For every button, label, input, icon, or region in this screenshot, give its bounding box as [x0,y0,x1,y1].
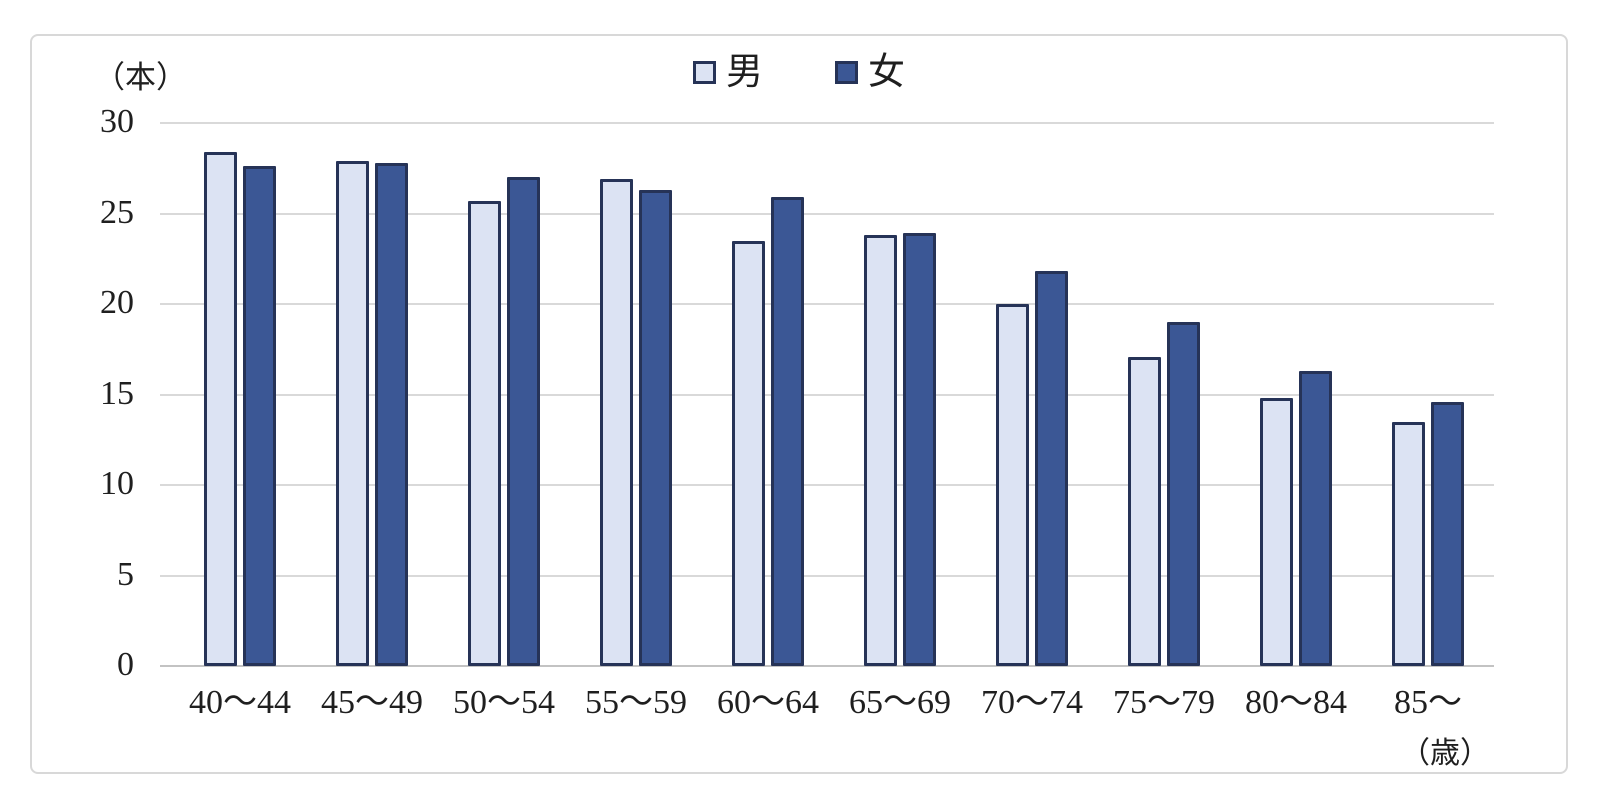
chart-frame: （本） 男 女 0 5 10 15 20 25 30 40～44 45～49 50～54 55～5… [30,34,1568,774]
legend-item-female: 女 [835,54,905,91]
gridline [160,574,1494,577]
bar-male-65～69 [864,235,897,666]
bar-female-65～69 [903,233,936,666]
bar-group-60～64 [702,123,834,666]
x-category-label: 50～54 [453,684,555,721]
gridline [160,122,1494,124]
bar-group-50～54 [438,123,570,666]
y-axis-tick-label: 10 [100,465,134,503]
bar-male-70～74 [996,304,1029,666]
bar-female-40～44 [243,166,276,666]
gridline [160,484,1494,487]
y-axis-tick-label: 20 [100,284,134,322]
x-category-label: 80～84 [1245,684,1347,721]
y-axis-tick-label: 15 [100,374,134,412]
legend-swatch-female [835,61,858,84]
x-category-label: 75～79 [1113,684,1215,721]
bar-female-80～84 [1299,370,1332,666]
legend-item-male: 男 [693,54,763,91]
x-category-label: 85～ [1394,684,1462,721]
bar-male-40～44 [204,151,237,666]
bar-male-60～64 [732,240,765,666]
bar-group-80～84 [1230,123,1362,666]
y-axis-tick-label: 25 [100,193,134,231]
bar-female-85～ [1431,401,1464,666]
bar-male-45～49 [336,161,369,666]
x-category-label: 55～59 [585,684,687,721]
y-axis-tick-label: 5 [117,555,134,593]
bar-female-70～74 [1035,271,1068,666]
x-category-label: 40～44 [189,684,291,721]
bar-group-85～ [1362,123,1494,666]
bar-female-55～59 [639,189,672,666]
bar-female-50～54 [507,177,540,666]
bar-male-75～79 [1128,356,1161,666]
y-axis-tick-label: 30 [100,103,134,140]
bar-male-85～ [1392,421,1425,666]
x-axis-unit-label: （歳） [1400,737,1490,770]
bar-female-45～49 [375,162,408,666]
x-category-label: 70～74 [981,684,1083,721]
legend-label-female: 女 [868,52,905,93]
gridline [160,212,1494,215]
bar-male-55～59 [600,179,633,666]
bar-group-55～59 [570,123,702,666]
legend: 男 女 [32,54,1566,91]
bar-female-60～64 [771,197,804,666]
plot-area: 0 5 10 15 20 25 30 [100,105,1494,682]
bar-group-40～44 [174,123,306,666]
bar-male-50～54 [468,200,501,666]
x-category-label: 45～49 [321,684,423,721]
y-axis-unit-label: （本） [94,60,187,95]
gridline [160,303,1494,306]
bar-group-65～69 [834,123,966,666]
legend-swatch-male [693,61,716,84]
bar-group-70～74 [966,123,1098,666]
bar-female-75～79 [1167,322,1200,666]
bar-male-80～84 [1260,398,1293,666]
gridline [160,393,1494,396]
legend-label-male: 男 [726,52,763,93]
x-axis-labels: 40～44 45～49 50～54 55～59 60～64 65～69 70～74 75～79… [174,684,1494,728]
x-category-label: 65～69 [849,684,951,721]
bar-group-75～79 [1098,123,1230,666]
y-axis-tick-label: 0 [117,646,134,683]
x-axis-line [160,665,1494,667]
bar-group-45～49 [306,123,438,666]
x-category-label: 60～64 [717,684,819,721]
